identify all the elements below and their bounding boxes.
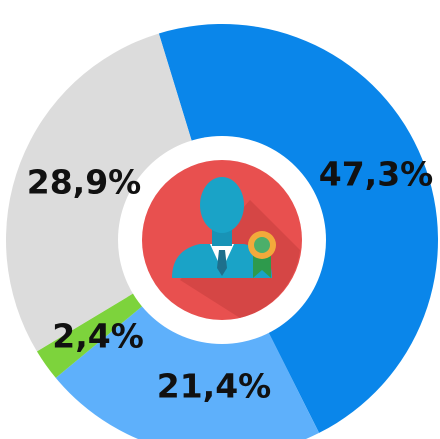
value-label: 21,4% [157,367,272,406]
slice [55,240,320,439]
value-label: 47,3% [319,155,434,194]
value-label: 2,4% [52,317,144,356]
labels: 47,3% 21,4% 2,4% 28,9% [27,155,434,406]
icon [142,160,302,320]
value-label: 28,9% [27,163,142,202]
